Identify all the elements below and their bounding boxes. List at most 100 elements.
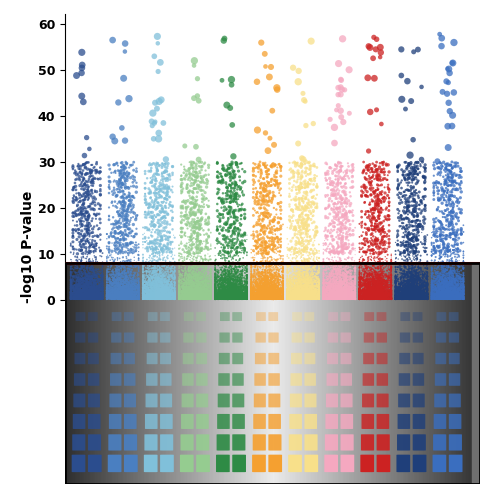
Point — [228, 295, 236, 303]
Point — [406, 249, 414, 257]
Point — [74, 286, 82, 293]
Point — [452, 276, 460, 284]
Point — [189, 188, 197, 196]
Point — [356, 295, 364, 303]
Point — [188, 290, 196, 298]
Point — [416, 292, 424, 300]
Point — [165, 291, 173, 299]
Point — [304, 199, 312, 207]
Point — [206, 290, 214, 298]
Point — [218, 204, 226, 211]
Point — [416, 293, 424, 301]
Point — [252, 293, 260, 301]
Point — [375, 208, 383, 216]
Point — [265, 284, 273, 292]
Point — [139, 293, 147, 301]
Point — [337, 292, 345, 300]
Point — [448, 276, 456, 284]
Point — [372, 295, 380, 303]
Point — [177, 291, 185, 299]
Point — [72, 286, 80, 294]
Point — [349, 231, 357, 239]
Point — [302, 279, 310, 287]
Point — [387, 265, 395, 273]
Point — [294, 169, 302, 177]
Point — [236, 295, 244, 303]
Point — [168, 264, 176, 272]
Point — [232, 295, 240, 303]
Point — [220, 251, 228, 259]
Point — [144, 292, 152, 300]
Point — [230, 292, 237, 300]
Point — [165, 285, 173, 292]
Point — [186, 270, 194, 278]
Point — [342, 199, 350, 207]
Point — [436, 292, 444, 300]
Point — [362, 279, 370, 287]
Point — [344, 295, 352, 303]
Point — [338, 280, 346, 288]
Point — [278, 287, 286, 294]
Point — [266, 234, 274, 242]
Point — [268, 295, 276, 303]
Point — [177, 161, 185, 168]
Point — [128, 192, 136, 200]
Point — [229, 289, 237, 297]
Point — [301, 245, 309, 252]
Point — [276, 289, 284, 297]
Point — [270, 292, 278, 300]
Point — [247, 272, 255, 280]
Point — [392, 293, 400, 301]
Point — [296, 230, 304, 238]
Point — [416, 291, 424, 299]
Point — [142, 292, 150, 300]
Point — [192, 270, 200, 278]
Point — [214, 160, 222, 167]
Point — [84, 283, 92, 290]
Point — [211, 295, 219, 303]
FancyBboxPatch shape — [257, 271, 266, 278]
Point — [211, 262, 219, 270]
Point — [80, 292, 88, 300]
Point — [139, 289, 147, 297]
Point — [400, 294, 408, 302]
Point — [152, 295, 160, 303]
Point — [170, 268, 178, 276]
Point — [332, 295, 340, 303]
Point — [218, 288, 226, 295]
Point — [308, 265, 316, 273]
Point — [257, 282, 265, 290]
Point — [379, 294, 387, 302]
Bar — [473, 263, 474, 484]
Point — [292, 162, 300, 170]
Point — [200, 279, 207, 287]
Point — [94, 293, 102, 301]
Point — [258, 293, 266, 301]
Point — [337, 224, 345, 232]
Point — [279, 286, 287, 293]
Point — [184, 281, 192, 288]
Point — [254, 291, 262, 299]
Point — [98, 288, 106, 296]
Point — [90, 179, 98, 187]
Point — [270, 277, 278, 285]
Point — [234, 216, 241, 224]
Point — [284, 291, 292, 299]
Point — [420, 295, 428, 303]
Point — [116, 188, 124, 196]
Point — [313, 202, 321, 210]
Point — [351, 291, 359, 299]
Point — [195, 225, 203, 233]
Point — [275, 270, 283, 278]
Point — [118, 288, 126, 296]
Point — [346, 295, 354, 303]
Point — [127, 282, 135, 289]
Point — [90, 280, 98, 288]
Point — [387, 263, 395, 271]
Point — [331, 273, 339, 281]
Point — [326, 284, 334, 292]
Point — [130, 278, 138, 286]
Point — [212, 293, 220, 301]
Point — [177, 295, 185, 303]
Point — [338, 275, 345, 283]
